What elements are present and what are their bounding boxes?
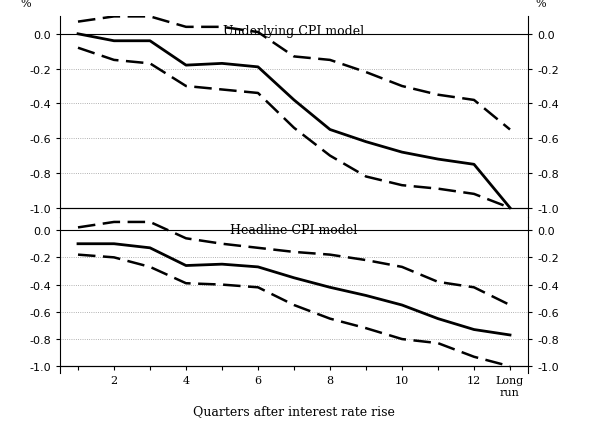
- Text: %: %: [535, 0, 545, 10]
- X-axis label: Quarters after interest rate rise: Quarters after interest rate rise: [193, 404, 395, 417]
- Text: %: %: [20, 0, 31, 10]
- Text: Underlying CPI model: Underlying CPI model: [223, 25, 365, 38]
- Text: Headline CPI model: Headline CPI model: [230, 223, 358, 236]
